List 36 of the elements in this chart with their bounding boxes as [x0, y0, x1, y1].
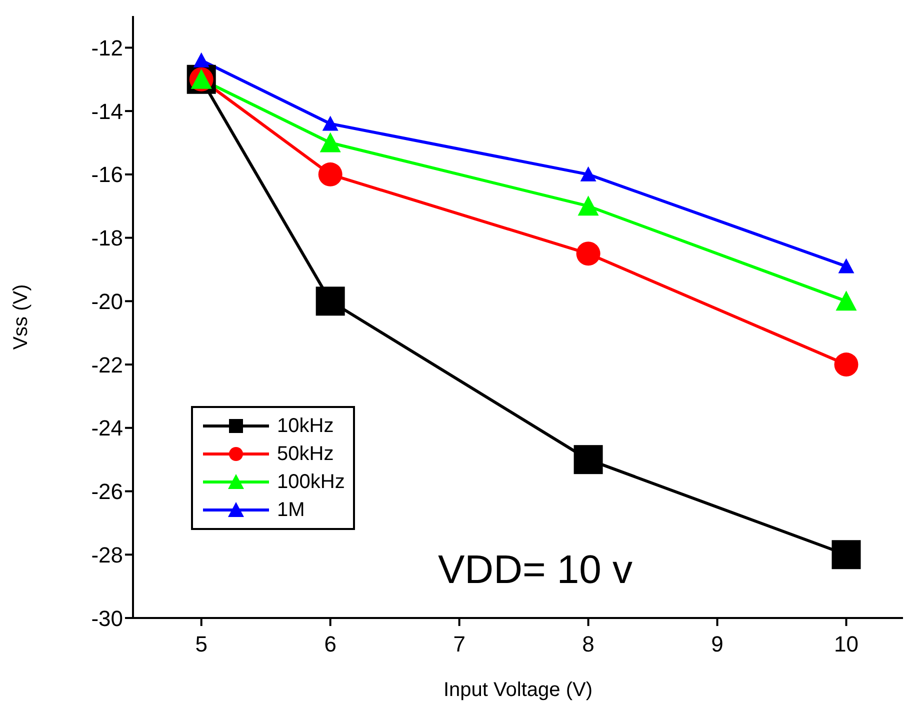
- point: [834, 352, 858, 377]
- x-tick-label: 10: [834, 632, 858, 657]
- y-tick-label: -12: [91, 35, 123, 60]
- legend-label: 100kHz: [277, 470, 345, 494]
- y-tick-label: -22: [91, 352, 123, 378]
- point: [318, 162, 342, 186]
- y-axis-title: Vss (V): [10, 284, 32, 350]
- point: [578, 196, 599, 216]
- y-tick-label: -20: [91, 288, 123, 314]
- point: [320, 132, 341, 152]
- y-tick-label: -16: [91, 162, 123, 188]
- legend-label: 50kHz: [277, 442, 334, 466]
- legend-label: 1M: [277, 498, 305, 522]
- point: [193, 52, 210, 68]
- x-axis-title: Input Voltage (V): [444, 679, 592, 701]
- y-tick-label: -24: [91, 416, 123, 441]
- y-tick-label: -14: [91, 98, 123, 124]
- point: [832, 540, 861, 570]
- y-tick-label: -18: [91, 226, 123, 251]
- point: [838, 258, 854, 274]
- y-tick-label: -26: [91, 479, 123, 504]
- point: [316, 286, 345, 316]
- x-tick-label: 5: [195, 632, 208, 657]
- point: [836, 290, 857, 311]
- point: [576, 242, 600, 266]
- x-tick-label: 6: [324, 632, 336, 657]
- y-tick-label: -30: [91, 606, 123, 631]
- y-tick-label: -28: [91, 542, 123, 568]
- annotation: VDD= 10 v: [438, 548, 633, 593]
- point: [322, 116, 338, 131]
- legend-label: 10kHz: [277, 414, 334, 438]
- point: [574, 445, 603, 474]
- x-tick-label: 8: [582, 632, 594, 657]
- point: [580, 166, 596, 182]
- x-tick-label: 7: [453, 632, 466, 657]
- x-tick-label: 9: [711, 632, 724, 657]
